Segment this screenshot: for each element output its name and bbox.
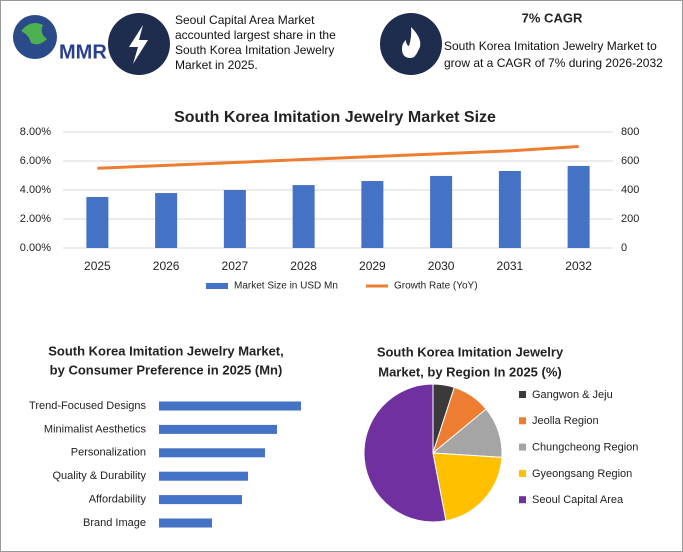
category-label: Affordability [89,494,147,506]
y-tick-label: 2.00% [20,213,51,225]
x-tick-label: 2026 [153,259,180,273]
pie-slice [432,452,503,522]
bar [159,448,265,458]
category-label: Quality & Durability [52,470,146,482]
x-tick-label: 2028 [290,259,317,273]
legend-swatch [519,417,526,425]
pie-slice [363,383,447,523]
legend-label: Market Size in USD Mn [234,281,338,292]
legend-swatch [519,443,526,451]
legend-swatch [519,469,526,477]
y2-tick-label: 400 [621,184,639,196]
cagr-note: South Korea Imitation Jewelry Market to … [444,39,663,70]
legend-label: Growth Rate (YoY) [394,281,478,292]
legend-swatch [519,391,526,398]
bar [159,495,242,505]
bar [567,165,590,248]
x-tick-label: 2031 [497,259,524,273]
x-tick-label: 2029 [359,259,386,273]
category-label: Trend-Focused Designs [29,400,146,412]
bar [430,175,453,248]
legend-swatch [206,283,228,289]
chart-title: South Korea Imitation Jewelry Market, [48,343,284,358]
bar [86,196,109,248]
x-tick-label: 2030 [428,259,455,273]
bar [361,181,384,248]
y2-tick-label: 800 [621,126,639,138]
logo-text: MMR [59,41,107,63]
bar [498,171,521,248]
bar [159,518,212,528]
y-tick-label: 6.00% [20,155,51,167]
line [97,145,579,170]
share-note: Seoul Capital Area Market accounted larg… [175,13,336,72]
bar [155,193,178,248]
category-label: Brand Image [83,517,146,529]
category-label: Minimalist Aesthetics [44,423,147,435]
legend-label: Gyeongsang Region [532,468,632,480]
chart-title: Market, by Region In 2025 (%) [378,364,562,379]
legend-label: Seoul Capital Area [532,494,624,506]
bar [159,401,301,411]
legend-label: Chungcheong Region [532,442,638,454]
x-tick-label: 2025 [84,259,111,273]
bolt-shape [129,25,148,64]
chart-title: by Consumer Preference in 2025 (Mn) [50,362,283,377]
cagr-title: 7% CAGR [522,10,583,25]
bar [159,424,277,434]
y-tick-label: 4.00% [20,184,51,196]
flame-shape [402,27,421,58]
category-label: Personalization [71,447,146,459]
y2-tick-label: 0 [621,242,627,254]
chart-title: South Korea Imitation Jewelry [377,344,564,359]
bar [292,185,315,248]
x-tick-label: 2032 [565,259,592,273]
y2-tick-label: 200 [621,213,639,225]
chart-title: South Korea Imitation Jewelry Market Siz… [174,109,496,126]
x-tick-label: 2027 [222,259,249,273]
legend-swatch [519,496,526,504]
y2-tick-label: 600 [621,155,639,167]
legend-label: Gangwon & Jeju [532,389,613,401]
y-tick-label: 8.00% [20,126,51,138]
bar [223,190,246,248]
legend-label: Jeolla Region [532,415,599,427]
y-tick-label: 0.00% [20,242,51,254]
logo-land [21,23,47,45]
bar [159,471,248,481]
